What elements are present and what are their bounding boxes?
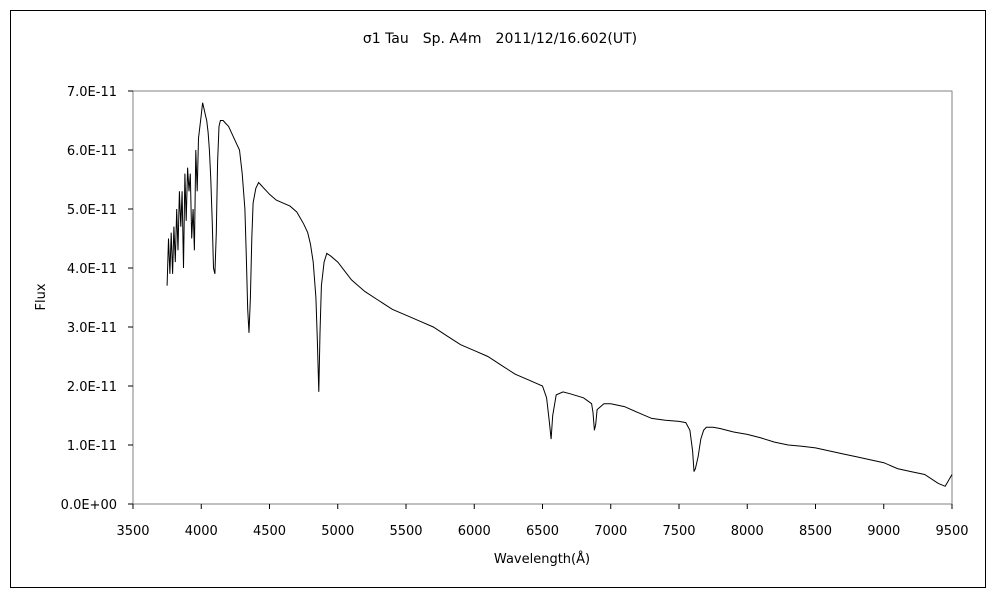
x-axis-label: Wavelength(Å) (494, 551, 590, 567)
y-tick-label: 6.0E-11 (67, 144, 117, 159)
y-tick-label: 1.0E-11 (67, 439, 117, 454)
plot-area (132, 90, 953, 505)
x-tick-label: 3500 (116, 524, 149, 539)
x-tick-label: 6500 (526, 524, 559, 539)
x-tick-label: 9500 (935, 524, 968, 539)
y-tick-label: 5.0E-11 (67, 203, 117, 218)
x-tick-label: 4500 (253, 524, 286, 539)
x-tick-label: 7000 (594, 524, 627, 539)
y-axis: 0.0E+00 1.0E-11 2.0E-11 3.0E-11 4.0E-11 5.0E-… (61, 85, 133, 513)
y-tick-label: 2.0E-11 (67, 380, 117, 395)
x-tick-label: 6000 (458, 524, 491, 539)
x-tick-label: 8500 (799, 524, 832, 539)
x-tick-label: 8000 (731, 524, 764, 539)
chart-frame (10, 10, 986, 588)
x-tick-label: 7500 (662, 524, 695, 539)
x-tick-label: 9000 (867, 524, 900, 539)
x-axis: 3500 4000 4500 5000 5500 6000 6500 7000 7500 8000… (116, 504, 969, 539)
chart-title: σ1 Tau Sp. A4m 2011/12/16.602(UT) (363, 31, 637, 47)
y-axis-label: Flux (34, 283, 49, 310)
spectrum-series-line (166, 102, 953, 487)
y-tick-label: 0.0E+00 (61, 498, 117, 513)
x-tick-label: 5000 (321, 524, 354, 539)
x-tick-label: 5500 (389, 524, 422, 539)
y-tick-label: 7.0E-11 (67, 85, 117, 100)
x-tick-label: 4000 (185, 524, 218, 539)
y-tick-label: 3.0E-11 (67, 321, 117, 336)
y-tick-label: 4.0E-11 (67, 262, 117, 277)
